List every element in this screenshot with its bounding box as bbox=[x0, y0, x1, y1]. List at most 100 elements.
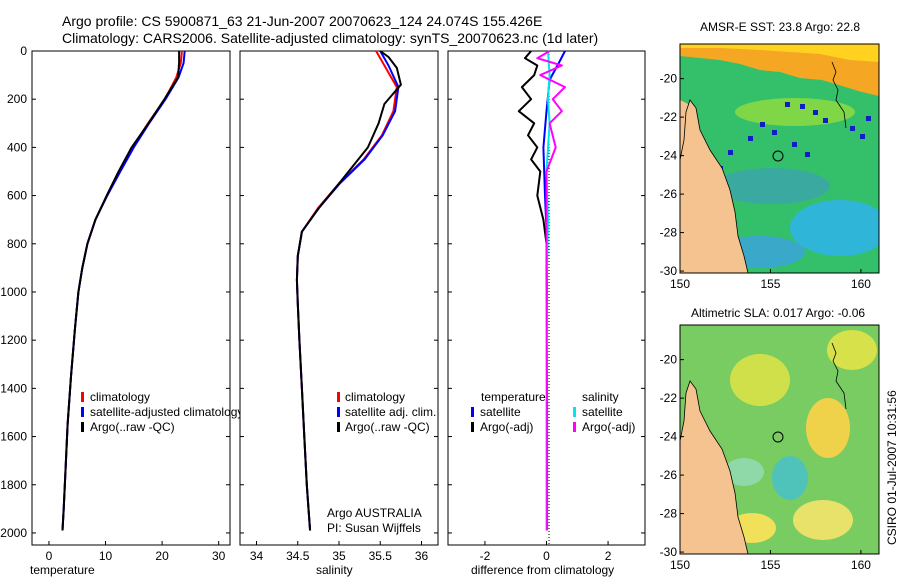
temperature-xlabel: temperature bbox=[30, 563, 95, 577]
sla-patch-high-3 bbox=[827, 330, 877, 370]
sst-pixel bbox=[813, 110, 818, 115]
x-tick-label: 36 bbox=[415, 549, 429, 563]
sst-map-frame bbox=[679, 43, 880, 274]
x-tick-label: 20 bbox=[155, 549, 169, 563]
y-tick-label: 1600 bbox=[0, 430, 27, 444]
salinity-panel: 34 34.5 35 35.5 36 salinity climatology sate… bbox=[239, 50, 439, 577]
sst-patch-cool bbox=[714, 168, 830, 204]
map-x-tick-label: 155 bbox=[760, 277, 780, 291]
temperature-plot: 0 10 20 30 0 200 400 600 800 1000 1200 1400 1600 1800… bbox=[0, 44, 230, 563]
legend-label-climatology: climatology bbox=[345, 390, 405, 404]
sla-patch-high-1 bbox=[806, 398, 850, 458]
map-y-tick-label: -20 bbox=[660, 72, 678, 86]
sst-pixel bbox=[805, 152, 810, 157]
temperature-legend: climatology satellite-adjusted climatolo… bbox=[81, 390, 243, 434]
sst-contour bbox=[831, 61, 847, 129]
map-y-tick-label: -26 bbox=[660, 187, 678, 201]
header-line-2: Climatology: CARS2006. Satellite-adjuste… bbox=[62, 30, 598, 46]
sst-pixel bbox=[800, 104, 805, 109]
legend-label-sal-satellite: satellite bbox=[582, 405, 623, 419]
map-y-tick-label: -30 bbox=[660, 264, 678, 278]
map-y-tick-label: -24 bbox=[660, 430, 678, 444]
sst-pixel bbox=[860, 134, 865, 139]
x-tick-label: 0 bbox=[46, 549, 53, 563]
y-tick-label: 2000 bbox=[0, 526, 27, 540]
salinity-plot: 34 34.5 35 35.5 36 bbox=[240, 50, 438, 563]
sst-map-title: AMSR-E SST: 23.8 Argo: 22.8 bbox=[700, 20, 860, 34]
map-y-tick-label: -22 bbox=[660, 110, 678, 124]
legend-swatch-satellite bbox=[81, 407, 84, 417]
legend-swatch-argo bbox=[81, 422, 84, 432]
y-tick-label: 1000 bbox=[0, 285, 27, 299]
sla-patch-low-2 bbox=[724, 458, 764, 486]
side-label: CSIRO 01-Jul-2007 10:31:56 bbox=[885, 390, 899, 545]
legend-swatch-sal-satellite bbox=[573, 407, 576, 417]
sst-pixel bbox=[760, 122, 765, 127]
sla-map-frame bbox=[679, 324, 880, 555]
x-tick-label: 34 bbox=[250, 549, 264, 563]
sst-warm-band bbox=[680, 44, 879, 96]
legend-label-satellite-adjusted: satellite-adjusted climatology bbox=[90, 405, 243, 419]
sla-contour bbox=[831, 342, 847, 410]
series-line-2 bbox=[61, 51, 181, 531]
x-tick-label: 0 bbox=[543, 549, 550, 563]
legend-label-satellite-adj: satellite adj. clim. bbox=[345, 405, 436, 419]
legend-header-temperature: temperature bbox=[481, 390, 546, 404]
sla-patch-low-1 bbox=[772, 456, 808, 500]
difference-xlabel: difference from climatology bbox=[471, 563, 614, 577]
sla-argo-marker bbox=[772, 431, 784, 443]
legend-swatch-temp-satellite bbox=[471, 407, 474, 417]
x-tick-label: 35 bbox=[332, 549, 346, 563]
legend-swatch-satellite bbox=[337, 407, 340, 417]
y-tick-label: 200 bbox=[7, 92, 27, 106]
legend-label-sal-argo: Argo(-adj) bbox=[582, 420, 635, 434]
sst-pixel bbox=[772, 130, 777, 135]
map-y-tick-label: -28 bbox=[660, 507, 678, 521]
difference-plot: -2 0 2 bbox=[448, 50, 645, 563]
map-x-tick-label: 160 bbox=[851, 558, 871, 572]
salinity-axes-frame bbox=[239, 50, 439, 546]
sla-map-panel: Altimetric SLA: 0.017 Argo: -0.06 150 155… bbox=[660, 306, 880, 572]
salinity-legend: climatology satellite adj. clim. Argo(..… bbox=[337, 390, 436, 434]
map-y-tick-label: -22 bbox=[660, 391, 678, 405]
salinity-xlabel: salinity bbox=[316, 563, 353, 577]
x-tick-label: 10 bbox=[99, 549, 113, 563]
sst-argo-marker bbox=[772, 150, 784, 162]
legend-swatch-sal-argo bbox=[573, 422, 576, 432]
y-tick-label: 1800 bbox=[0, 478, 27, 492]
y-tick-label: 800 bbox=[7, 237, 27, 251]
map-y-tick-label: -20 bbox=[660, 353, 678, 367]
map-y-tick-label: -28 bbox=[660, 226, 678, 240]
sla-patch-high-2 bbox=[730, 354, 790, 406]
y-tick-label: 0 bbox=[20, 44, 27, 58]
series-line-2 bbox=[295, 50, 402, 531]
credit-line-2: PI: Susan Wijffels bbox=[327, 521, 421, 535]
map-x-tick-label: 160 bbox=[851, 277, 871, 291]
map-x-tick-label: 150 bbox=[670, 277, 690, 291]
series-line-3 bbox=[536, 50, 566, 531]
legend-header-salinity: salinity bbox=[582, 390, 619, 404]
sla-patch-high-4 bbox=[793, 500, 853, 540]
legend-label-argo: Argo(..raw -QC) bbox=[345, 420, 430, 434]
legend-label-climatology: climatology bbox=[90, 390, 150, 404]
legend-swatch-argo bbox=[337, 422, 340, 432]
series-line-1 bbox=[517, 50, 548, 531]
sst-pixel bbox=[850, 126, 855, 131]
x-tick-label: 35.5 bbox=[369, 549, 393, 563]
x-tick-label: 30 bbox=[212, 549, 226, 563]
difference-legend: temperature salinity satellite Argo(-adj… bbox=[471, 390, 635, 434]
legend-swatch-climatology bbox=[81, 392, 84, 402]
sst-patch-cold bbox=[790, 200, 879, 256]
sla-land-australia bbox=[680, 380, 749, 554]
header-line-1: Argo profile: CS 5900871_63 21-Jun-2007 … bbox=[62, 13, 542, 29]
legend-label-temp-argo: Argo(-adj) bbox=[480, 420, 533, 434]
map-x-tick-label: 155 bbox=[760, 558, 780, 572]
sst-hot-band bbox=[680, 44, 879, 62]
sst-land-australia bbox=[680, 99, 749, 273]
temperature-axes-frame bbox=[31, 50, 231, 546]
map-y-tick-label: -24 bbox=[660, 149, 678, 163]
sla-map-ticks: 150 155 160 -20 -22 -24 -26 -28 -30 bbox=[660, 353, 872, 572]
legend-swatch-climatology bbox=[337, 392, 340, 402]
y-tick-label: 1200 bbox=[0, 333, 27, 347]
